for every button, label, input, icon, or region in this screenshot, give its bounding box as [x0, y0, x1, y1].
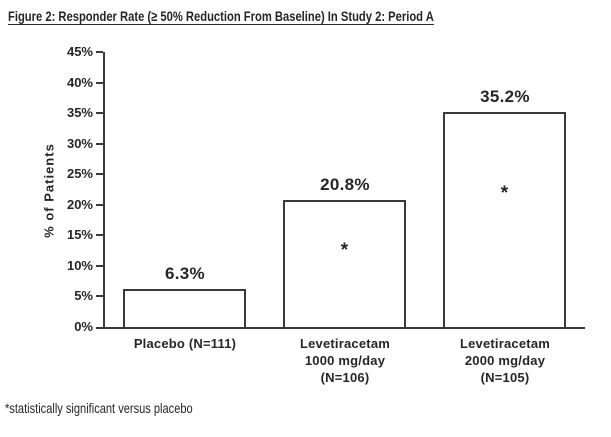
x-axis-label-line: Placebo (N=111) — [133, 336, 237, 351]
significance-asterisk-levetiracetam-2000: * — [500, 183, 509, 204]
y-axis-tick-label: 45% — [66, 44, 93, 59]
figure-title-text: Figure 2: Responder Rate (≥ 50% Reductio… — [8, 8, 434, 24]
y-axis-tick-label: 10% — [66, 257, 93, 273]
x-axis-label-placebo: Placebo (N=111) — [105, 335, 265, 352]
chart-plot-area: 0% 5% 10% 15% 20% 25% 30% 35% 40% 45% 6.3% Placebo … — [67, 44, 585, 385]
x-axis-label-line: Levetiracetam — [299, 336, 391, 351]
y-axis-tick — [96, 295, 103, 298]
figure-title: Figure 2: Responder Rate (≥ 50% Reductio… — [8, 8, 434, 26]
x-axis-label-line: 1000 mg/day — [304, 353, 386, 368]
y-axis-tick — [96, 203, 103, 206]
y-axis-tick-label: 40% — [66, 74, 93, 90]
y-axis-tick — [96, 264, 103, 267]
y-axis-tick-label: 35% — [66, 105, 93, 121]
x-axis-label-line: 2000 mg/day — [464, 353, 546, 368]
y-axis-tick-label: 15% — [66, 227, 93, 243]
bar-value-label-placebo: 6.3% — [165, 264, 205, 283]
figure-footnote: *statistically significant versus placeb… — [5, 400, 193, 418]
y-axis-tick — [96, 173, 103, 176]
bar-levetiracetam-1000: * — [283, 200, 406, 327]
x-axis-label-levetiracetam-1000: Levetiracetam 1000 mg/day (N=106) — [265, 335, 425, 386]
y-axis-label: % of Patients — [41, 143, 57, 238]
y-axis-tick-label: 25% — [66, 166, 93, 182]
y-axis-tick-label: 5% — [74, 288, 93, 304]
x-axis-label-levetiracetam-2000: Levetiracetam 2000 mg/day (N=105) — [425, 335, 585, 386]
bar-levetiracetam-2000: * — [443, 112, 566, 327]
bar-value-label-levetiracetam-1000: 20.8% — [320, 175, 370, 194]
figure-footnote-text: *statistically significant versus placeb… — [5, 401, 193, 416]
x-axis-label-line: (N=106) — [320, 370, 370, 385]
y-axis-tick-label: 0% — [74, 319, 93, 334]
y-axis-tick — [96, 81, 103, 84]
y-axis-tick — [96, 51, 103, 53]
significance-asterisk-levetiracetam-1000: * — [340, 240, 349, 261]
x-axis-label-line: (N=105) — [480, 370, 530, 385]
bar-value-label-levetiracetam-2000: 35.2% — [480, 87, 530, 106]
y-axis-tick-label: 30% — [66, 135, 93, 151]
y-axis-tick — [96, 142, 103, 145]
y-axis-tick — [96, 112, 103, 115]
bar-placebo — [123, 289, 246, 327]
y-axis-tick-label: 20% — [66, 196, 93, 212]
y-axis-tick — [96, 234, 103, 237]
x-axis-label-line: Levetiracetam — [459, 336, 551, 351]
